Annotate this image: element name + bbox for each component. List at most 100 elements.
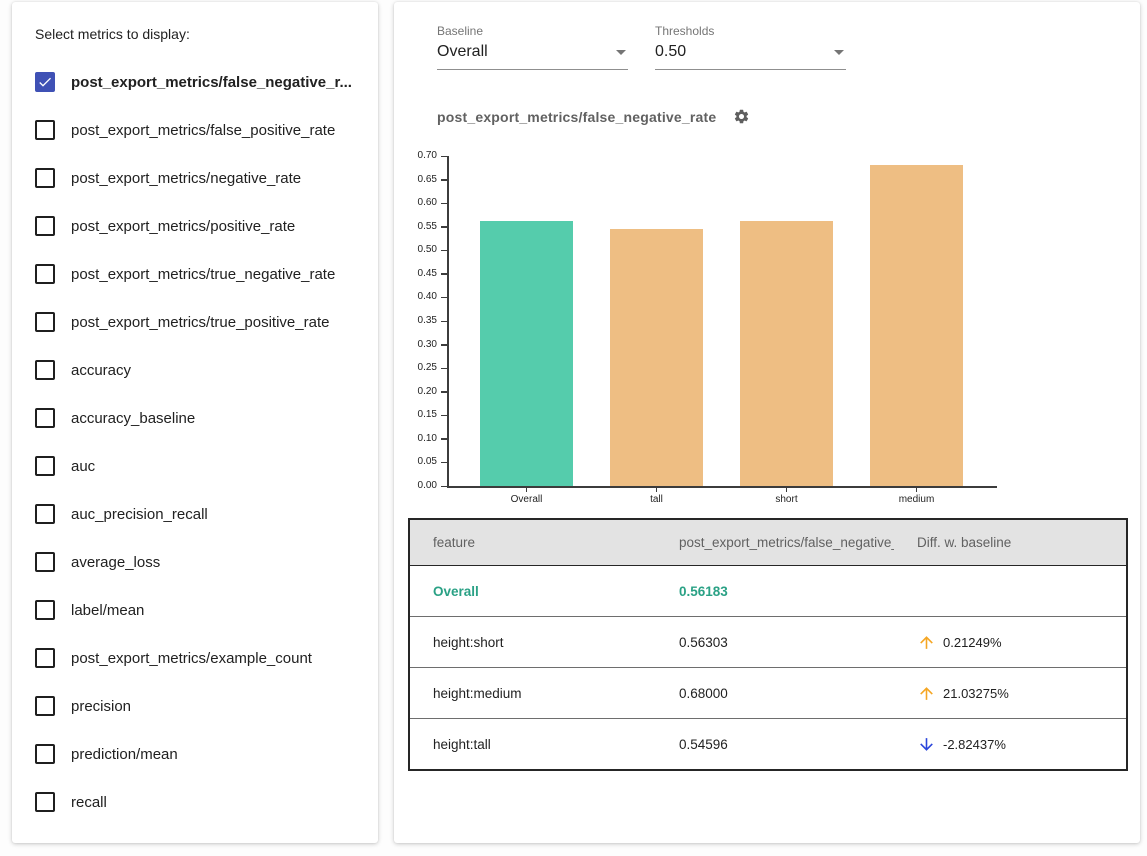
y-tick — [441, 485, 447, 487]
y-tick — [441, 320, 447, 322]
y-tick — [441, 414, 447, 417]
checkbox-icon[interactable] — [35, 408, 55, 428]
row-diff: 0.21249% — [894, 616, 1127, 668]
bar-tall[interactable] — [610, 228, 703, 486]
checkbox-icon[interactable] — [35, 696, 55, 716]
metric-checkbox-item[interactable]: auc_precision_recall — [12, 490, 378, 538]
gear-icon[interactable] — [733, 108, 750, 125]
metric-checkbox-item[interactable]: average_loss — [12, 538, 378, 586]
bar-Overall[interactable] — [480, 221, 573, 486]
checkbox-icon[interactable] — [35, 456, 55, 476]
metric-label: post_export_metrics/false_positive_rate — [71, 121, 336, 139]
checkbox-icon[interactable] — [35, 312, 55, 332]
checkbox-icon[interactable] — [35, 648, 55, 668]
checkbox-icon[interactable] — [35, 72, 55, 92]
metric-label: post_export_metrics/positive_rate — [71, 217, 296, 235]
row-diff: 21.03275% — [894, 667, 1127, 719]
metric-checkbox-item[interactable]: post_export_metrics/true_negative_rate — [12, 250, 378, 298]
y-tick-label: 0.45 — [417, 267, 437, 279]
y-tick-label: 0.50 — [417, 244, 437, 256]
chart-header: post_export_metrics/false_negative_rate — [437, 108, 750, 125]
metric-checkbox-item[interactable]: accuracy — [12, 346, 378, 394]
x-tick-label: short — [775, 494, 798, 505]
metric-label: precision — [71, 697, 132, 715]
metric-checkbox-item[interactable]: precision — [12, 682, 378, 730]
metric-checkbox-item[interactable]: post_export_metrics/positive_rate — [12, 202, 378, 250]
y-axis-line — [447, 156, 449, 486]
table-row[interactable]: height:tall 0.54596 -2.82437% — [409, 718, 1127, 770]
y-tick — [441, 367, 447, 370]
metric-selector-panel: Select metrics to display: post_export_m… — [12, 2, 378, 843]
x-tick-label: medium — [898, 494, 935, 505]
table-row[interactable]: height:short 0.56303 0.21249% — [409, 616, 1127, 668]
metrics-detail-panel: Baseline Overall Thresholds 0.50 post_ex… — [394, 2, 1140, 843]
checkbox-icon[interactable] — [35, 600, 55, 620]
thresholds-select-label: Thresholds — [655, 24, 715, 38]
thresholds-select-value[interactable]: 0.50 — [655, 43, 846, 70]
checkbox-icon[interactable] — [35, 264, 55, 284]
checkbox-icon[interactable] — [35, 168, 55, 188]
checkbox-icon[interactable] — [35, 744, 55, 764]
metric-label: auc — [71, 457, 96, 475]
metric-list: post_export_metrics/false_negative_r...p… — [12, 58, 378, 826]
diff-indicator: 0.21249% — [917, 633, 1120, 652]
y-tick — [441, 296, 447, 299]
y-tick-label: 0.10 — [417, 432, 437, 444]
checkbox-icon[interactable] — [35, 120, 55, 140]
metric-checkbox-item[interactable]: label/mean — [12, 586, 378, 634]
checkbox-icon[interactable] — [35, 504, 55, 524]
metric-checkbox-item[interactable]: auc — [12, 442, 378, 490]
col-header-diff: Diff. w. baseline — [894, 519, 1127, 566]
y-tick — [441, 226, 447, 228]
arrow-up-icon — [917, 684, 936, 703]
y-tick-label: 0.00 — [417, 480, 437, 491]
metric-checkbox-item[interactable]: recall — [12, 778, 378, 826]
y-tick — [441, 461, 447, 464]
col-header-metric: post_export_metrics/false_negative_rat..… — [656, 519, 894, 566]
y-tick — [441, 155, 447, 157]
diff-value: 21.03275% — [943, 685, 1009, 701]
y-tick-label: 0.05 — [417, 456, 437, 468]
y-tick-label: 0.70 — [417, 150, 437, 161]
table-row[interactable]: height:medium 0.68000 21.03275% — [409, 667, 1127, 719]
diff-value: -2.82437% — [943, 736, 1006, 752]
checkbox-icon[interactable] — [35, 552, 55, 572]
y-tick — [441, 273, 447, 275]
y-tick — [441, 249, 447, 252]
metric-checkbox-item[interactable]: post_export_metrics/false_positive_rate — [12, 106, 378, 154]
x-axis-line — [447, 486, 997, 488]
arrow-up-icon — [917, 633, 936, 652]
metric-label: label/mean — [71, 601, 145, 619]
metric-checkbox-item[interactable]: prediction/mean — [12, 730, 378, 778]
metrics-table: feature post_export_metrics/false_negati… — [408, 518, 1128, 771]
thresholds-select[interactable]: Thresholds 0.50 — [655, 24, 846, 70]
checkbox-icon[interactable] — [35, 792, 55, 812]
metric-checkbox-item[interactable]: accuracy_baseline — [12, 394, 378, 442]
x-tick — [525, 488, 528, 492]
row-feature: height:medium — [409, 667, 656, 719]
diff-indicator: 21.03275% — [917, 684, 1120, 703]
checkbox-icon[interactable] — [35, 216, 55, 236]
row-feature: height:tall — [409, 718, 656, 770]
metric-checkbox-item[interactable]: post_export_metrics/false_negative_r... — [12, 58, 378, 106]
checkbox-icon[interactable] — [35, 360, 55, 380]
y-tick-label: 0.60 — [417, 197, 437, 209]
metric-checkbox-item[interactable]: post_export_metrics/true_positive_rate — [12, 298, 378, 346]
y-tick — [441, 179, 447, 181]
baseline-select-value[interactable]: Overall — [437, 43, 628, 70]
metric-selector-title: Select metrics to display: — [35, 26, 190, 42]
bar-chart: 0.00 0.05 0.10 0.15 0.20 0.25 0.30 0.35 0.40 0.45… — [394, 2, 1140, 512]
baseline-select[interactable]: Baseline Overall — [437, 24, 628, 70]
metric-label: auc_precision_recall — [71, 505, 208, 523]
metric-checkbox-item[interactable]: post_export_metrics/example_count — [12, 634, 378, 682]
y-tick — [441, 344, 447, 346]
metric-label: prediction/mean — [71, 745, 178, 763]
y-tick-label: 0.25 — [417, 362, 437, 374]
y-tick — [441, 438, 447, 440]
metric-checkbox-item[interactable]: post_export_metrics/negative_rate — [12, 154, 378, 202]
metric-label: accuracy_baseline — [71, 409, 196, 427]
bar-short[interactable] — [740, 220, 833, 486]
bar-medium[interactable] — [870, 165, 963, 486]
table-row[interactable]: Overall 0.56183 — [409, 566, 1127, 617]
row-diff — [894, 566, 1127, 617]
